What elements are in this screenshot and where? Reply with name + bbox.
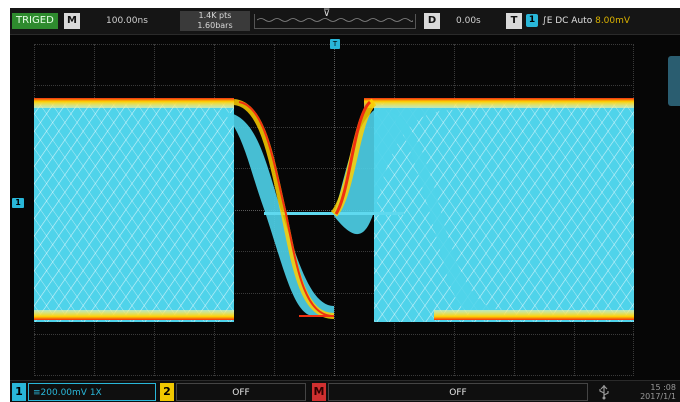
trigger-source-badge[interactable]: 1 (526, 14, 538, 27)
bottom-channel-bar: 1 ≡200.00mV 1X 2 OFF M OFF 15 :08 2017/1… (10, 380, 680, 402)
trigger-badge[interactable]: T (506, 13, 522, 29)
acq-depth: 1.60bars (197, 21, 233, 30)
acquisition-info[interactable]: 1.4K pts 1.60bars (180, 11, 250, 31)
main-timebase-badge[interactable]: M (64, 13, 80, 29)
clock-date: 2017/1/1 (640, 392, 676, 401)
memory-position-bar[interactable]: ⊽ (254, 9, 416, 29)
oscilloscope-screen: TRIGED M 100.00ns 1.4K pts 1.60bars ⊽ D … (10, 8, 680, 402)
waveform-display (34, 98, 634, 322)
trigger-level: 8.00mV (595, 16, 631, 26)
side-menu-tab[interactable] (668, 56, 680, 106)
clock-time: 15 :08 (650, 383, 676, 392)
math-number[interactable]: M (312, 383, 326, 401)
delay-value[interactable]: 0.00s (456, 16, 481, 26)
acq-rate: 1.4K pts (198, 11, 232, 20)
trigger-position-icon: ⊽ (323, 8, 331, 19)
ch1-number[interactable]: 1 (12, 383, 26, 401)
delay-badge[interactable]: D (424, 13, 440, 29)
top-status-bar: TRIGED M 100.00ns 1.4K pts 1.60bars ⊽ D … (10, 8, 680, 35)
usb-icon (599, 385, 609, 400)
date-time: 15 :08 2017/1/1 (640, 383, 676, 401)
trigger-position-marker[interactable]: T (330, 39, 340, 49)
trigger-info-text: ∫E DC Auto (542, 16, 593, 26)
timebase-value[interactable]: 100.00ns (106, 16, 148, 26)
ch2-number[interactable]: 2 (160, 383, 174, 401)
memory-waveform-thumbnail (257, 18, 413, 22)
math-status[interactable]: OFF (328, 383, 588, 401)
ch1-offset-marker[interactable]: 1 (12, 198, 24, 208)
ch2-status[interactable]: OFF (176, 383, 306, 401)
ch1-scale[interactable]: ≡200.00mV 1X (28, 383, 156, 401)
trigger-settings[interactable]: ∫E DC Auto 8.00mV (540, 13, 630, 29)
trigger-status[interactable]: TRIGED (12, 13, 58, 29)
